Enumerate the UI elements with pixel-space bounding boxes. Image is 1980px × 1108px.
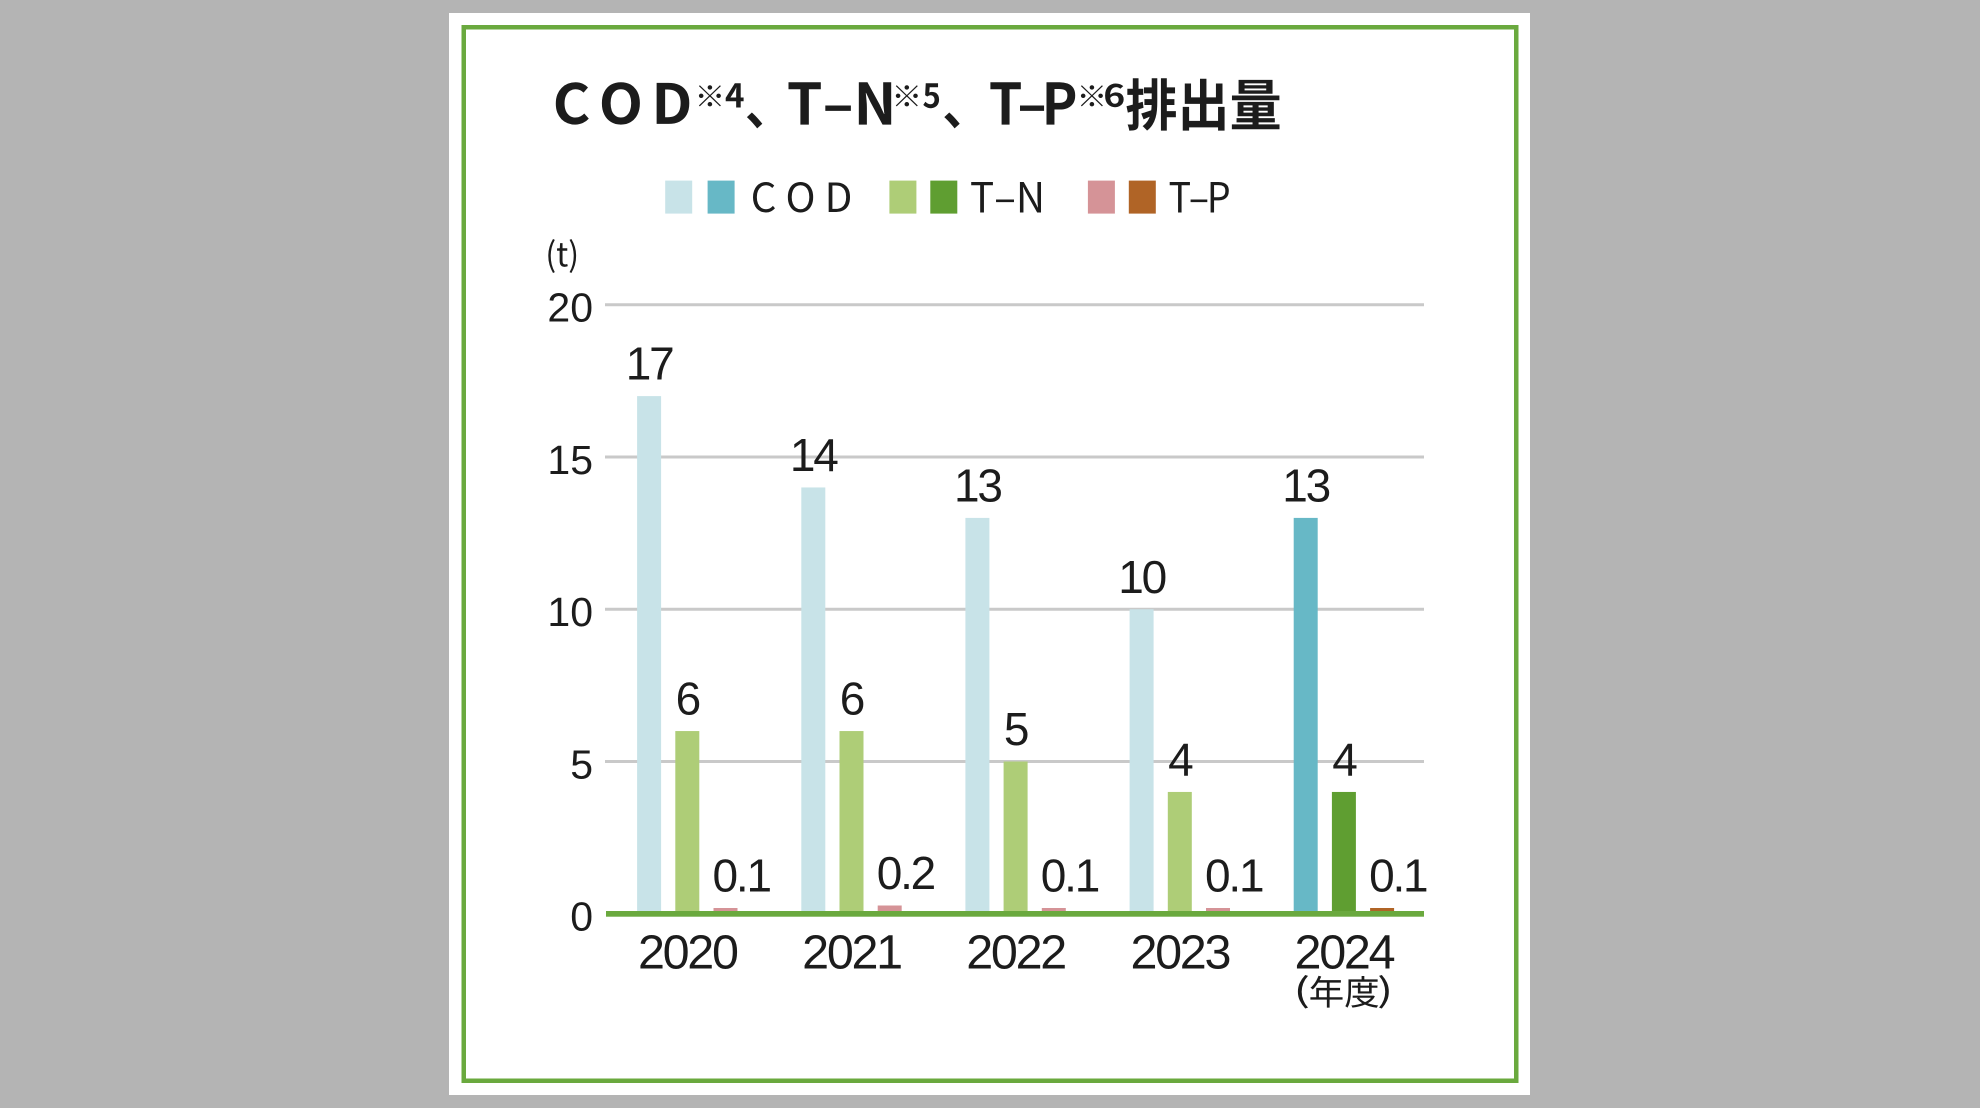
svg-text:13: 13 bbox=[1282, 459, 1329, 511]
svg-text:15: 15 bbox=[547, 437, 593, 483]
svg-text:0.2: 0.2 bbox=[877, 847, 935, 899]
svg-text:0.1: 0.1 bbox=[1205, 850, 1263, 902]
svg-text:0.1: 0.1 bbox=[1369, 850, 1427, 902]
svg-text:4: 4 bbox=[1168, 734, 1193, 786]
svg-text:5: 5 bbox=[570, 741, 593, 787]
svg-text:0.1: 0.1 bbox=[1041, 850, 1099, 902]
svg-text:10: 10 bbox=[547, 589, 593, 635]
svg-text:0.1: 0.1 bbox=[713, 850, 771, 902]
svg-text:5: 5 bbox=[1004, 703, 1028, 755]
svg-text:6: 6 bbox=[840, 673, 864, 725]
svg-text:2024: 2024 bbox=[1295, 925, 1395, 979]
svg-text:20: 20 bbox=[547, 285, 593, 331]
svg-text:13: 13 bbox=[954, 459, 1001, 511]
svg-text:10: 10 bbox=[1118, 551, 1165, 603]
svg-text:2020: 2020 bbox=[638, 925, 738, 979]
svg-text:2021: 2021 bbox=[802, 925, 901, 979]
svg-text:4: 4 bbox=[1332, 734, 1357, 786]
svg-text:2023: 2023 bbox=[1130, 925, 1229, 979]
svg-text:6: 6 bbox=[676, 673, 700, 725]
svg-text:2022: 2022 bbox=[966, 925, 1065, 979]
svg-text:17: 17 bbox=[626, 338, 673, 390]
svg-text:0: 0 bbox=[570, 894, 593, 940]
svg-text:14: 14 bbox=[790, 429, 838, 481]
